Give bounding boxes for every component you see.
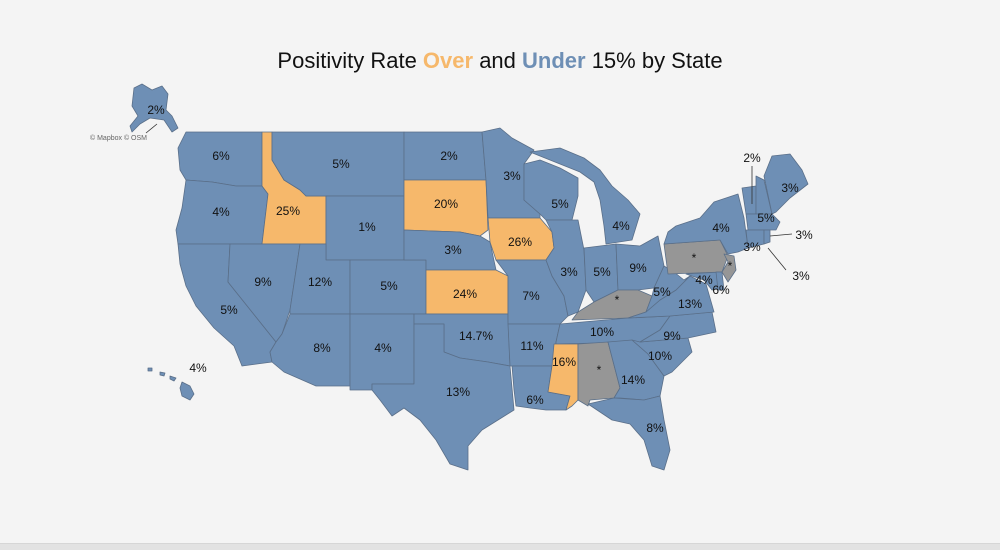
map-attribution: © Mapbox © OSM <box>90 135 147 142</box>
label-ND: 2% <box>440 149 458 163</box>
label-IA: 26% <box>508 235 532 249</box>
state-FL[interactable] <box>587 395 671 471</box>
state-HI[interactable] <box>147 367 195 401</box>
title-over-word: Over <box>422 48 474 73</box>
label-VA: 13% <box>678 297 702 311</box>
bottom-scrollbar[interactable] <box>0 543 1000 550</box>
label-ID: 25% <box>276 204 300 218</box>
label-NV: 9% <box>254 275 272 289</box>
label-AK: 2% <box>147 103 165 117</box>
label-TX: 13% <box>446 385 470 399</box>
label-IL: 3% <box>560 265 578 279</box>
label-TN: 10% <box>590 325 614 339</box>
label-MI: 4% <box>612 219 630 233</box>
state-SC[interactable] <box>631 337 693 377</box>
label-OR: 4% <box>212 205 230 219</box>
label-MA: 3% <box>795 228 813 242</box>
label-MO: 7% <box>522 289 540 303</box>
label-MS: 16% <box>552 355 576 369</box>
label-LA: 6% <box>526 393 544 407</box>
title-under-word: Under <box>522 48 586 73</box>
label-RI: 3% <box>792 269 810 283</box>
title-middle: and <box>473 48 523 73</box>
label-WY: 1% <box>358 220 376 234</box>
state-WV[interactable] <box>645 265 691 313</box>
state-MI[interactable] <box>529 147 641 245</box>
title-prefix: Positivity Rate <box>277 48 423 73</box>
label-MD: 4% <box>695 273 713 287</box>
label-HI: 4% <box>189 361 207 375</box>
state-TX[interactable] <box>371 323 515 471</box>
label-WI: 5% <box>551 197 569 211</box>
state-MA[interactable] <box>745 213 781 231</box>
label-NY: 4% <box>712 221 730 235</box>
label-CO: 5% <box>380 279 398 293</box>
state-IL[interactable] <box>545 219 587 317</box>
state-NJ[interactable] <box>721 253 737 283</box>
label-IN: 5% <box>593 265 611 279</box>
label-ME: 3% <box>781 181 799 195</box>
label-FL: 8% <box>646 421 664 435</box>
label-OH: 9% <box>629 261 647 275</box>
label-UT: 12% <box>308 275 332 289</box>
state-DE[interactable] <box>715 271 725 291</box>
label-VT: 2% <box>743 151 761 165</box>
label-MT: 5% <box>332 157 350 171</box>
label-KY: * <box>615 293 620 307</box>
label-NJ: * <box>728 259 733 273</box>
label-NE: 3% <box>444 243 462 257</box>
state-VT[interactable] <box>741 185 757 215</box>
state-ME[interactable] <box>763 153 809 215</box>
label-NH: 5% <box>757 211 775 225</box>
state-AK[interactable] <box>129 83 179 133</box>
label-PA: * <box>692 251 697 265</box>
label-MN: 3% <box>503 169 521 183</box>
label-OK: 14.7% <box>459 329 493 343</box>
label-WA: 6% <box>212 149 230 163</box>
label-AL: * <box>597 363 602 377</box>
state-WI[interactable] <box>523 159 579 221</box>
label-KS: 24% <box>453 287 477 301</box>
state-NY[interactable] <box>663 193 749 255</box>
label-GA: 14% <box>621 373 645 387</box>
label-DE: 6% <box>712 283 730 297</box>
state-RI[interactable] <box>763 229 771 245</box>
label-NC: 9% <box>663 329 681 343</box>
label-SC: 10% <box>648 349 672 363</box>
label-AR: 11% <box>520 339 543 353</box>
label-CT: 3% <box>743 240 761 254</box>
label-SD: 20% <box>434 197 458 211</box>
map-title: Positivity Rate Over and Under 15% by St… <box>0 48 1000 74</box>
label-AZ: 8% <box>313 341 331 355</box>
label-CA: 5% <box>220 303 238 317</box>
callout-leader-lines <box>145 123 793 271</box>
title-suffix: 15% by State <box>585 48 723 73</box>
label-WV: 5% <box>653 285 671 299</box>
label-NM: 4% <box>374 341 392 355</box>
